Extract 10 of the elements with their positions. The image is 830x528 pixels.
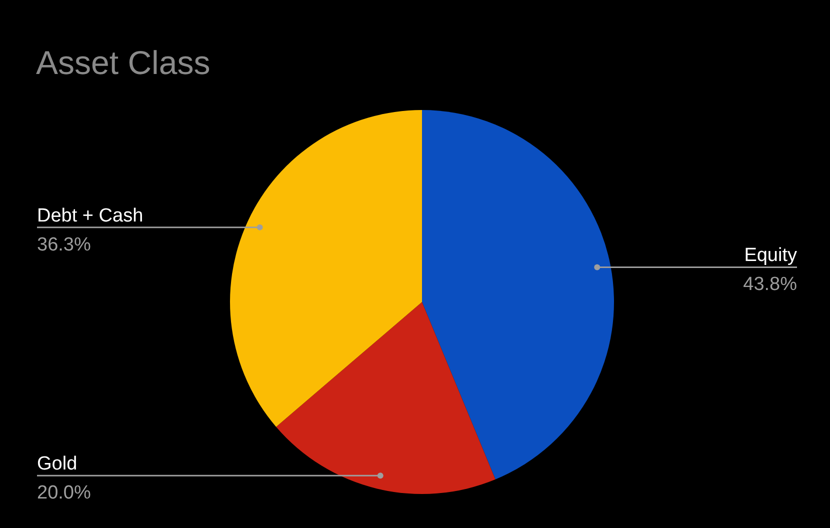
slice-label: Equity	[744, 245, 798, 266]
chart-title: Asset Class	[36, 44, 210, 82]
slice-label: Gold	[37, 454, 78, 475]
pie-slice	[276, 302, 496, 494]
pie-slice	[422, 110, 614, 480]
data-label: 20.0%	[37, 482, 91, 504]
slice-label: Debt + Cash	[37, 205, 144, 226]
data-label: 43.8%	[743, 274, 798, 296]
pie-slice	[230, 110, 422, 427]
data-label: 36.3%	[37, 234, 91, 256]
